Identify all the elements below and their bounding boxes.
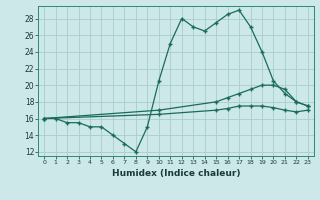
X-axis label: Humidex (Indice chaleur): Humidex (Indice chaleur)	[112, 169, 240, 178]
